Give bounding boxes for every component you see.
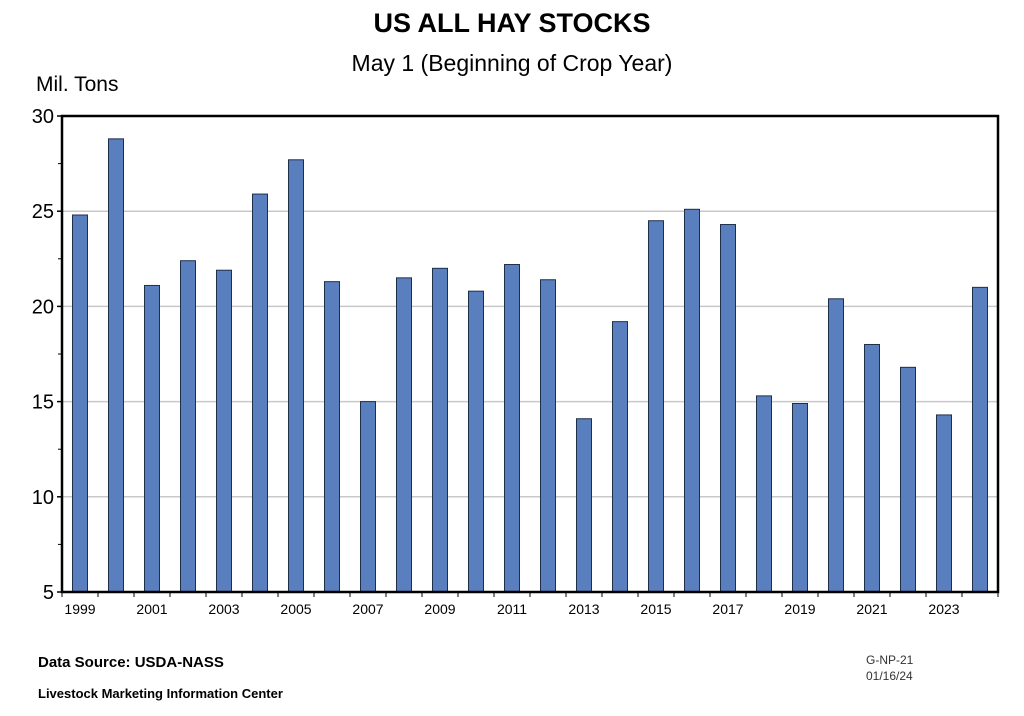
bar-1999 <box>72 214 88 593</box>
y-tick-label: 5 <box>43 582 54 604</box>
bar-2017 <box>720 224 736 593</box>
bar-2012 <box>540 279 556 593</box>
chart-subtitle: May 1 (Beginning of Crop Year) <box>351 50 673 76</box>
bar-2000 <box>108 138 124 593</box>
chart-title: US ALL HAY STOCKS <box>373 8 651 38</box>
y-tick-label: 20 <box>32 296 54 318</box>
bar-2024 <box>972 286 988 593</box>
data-source: Data Source: USDA-NASS <box>38 654 224 671</box>
x-tick-label: 2019 <box>784 601 815 617</box>
x-tick-label: 2009 <box>424 601 455 617</box>
bar-2018 <box>756 395 772 593</box>
bar-2002 <box>180 260 196 593</box>
x-tick-label: 2023 <box>928 601 959 617</box>
bar-2015 <box>648 220 664 593</box>
y-axis-label: Mil. Tons <box>36 73 119 96</box>
y-tick-label: 30 <box>32 106 54 128</box>
x-tick-label: 2021 <box>856 601 887 617</box>
bar-2021 <box>864 343 880 593</box>
y-tick-label: 10 <box>32 487 54 509</box>
bar-2014 <box>612 321 628 593</box>
bar-2004 <box>252 193 268 593</box>
bar-2006 <box>324 281 340 593</box>
bar-2008 <box>396 277 412 593</box>
x-tick-label: 2017 <box>712 601 743 617</box>
x-tick-label: 2007 <box>352 601 383 617</box>
x-tick-label: 2001 <box>136 601 167 617</box>
organization: Livestock Marketing Information Center <box>38 686 283 701</box>
bar-2016 <box>684 208 700 593</box>
bar-2020 <box>828 298 844 593</box>
bar-2009 <box>432 267 448 593</box>
bar-2022 <box>900 366 916 593</box>
x-tick-label: 2015 <box>640 601 671 617</box>
x-tick-label: 2003 <box>208 601 239 617</box>
y-tick-label: 25 <box>32 201 54 223</box>
bar-2013 <box>576 418 592 593</box>
bar-2003 <box>216 269 232 593</box>
bar-2023 <box>936 414 952 593</box>
x-tick-label: 2005 <box>280 601 311 617</box>
chart-code-block: G-NP-21 01/16/24 <box>866 652 913 684</box>
x-tick-label: 2011 <box>497 601 527 617</box>
bar-2010 <box>468 290 484 593</box>
bar-2019 <box>792 403 808 593</box>
plot-frame <box>60 114 1000 594</box>
x-tick-label: 2013 <box>568 601 599 617</box>
x-tick-label: 1999 <box>64 601 95 617</box>
bar-2011 <box>504 264 520 593</box>
bar-2001 <box>144 284 160 593</box>
chart-date: 01/16/24 <box>866 669 913 683</box>
chart-code: G-NP-21 <box>866 653 914 667</box>
bar-2007 <box>360 401 376 593</box>
y-tick-label: 15 <box>32 392 54 414</box>
bar-2005 <box>288 159 304 593</box>
